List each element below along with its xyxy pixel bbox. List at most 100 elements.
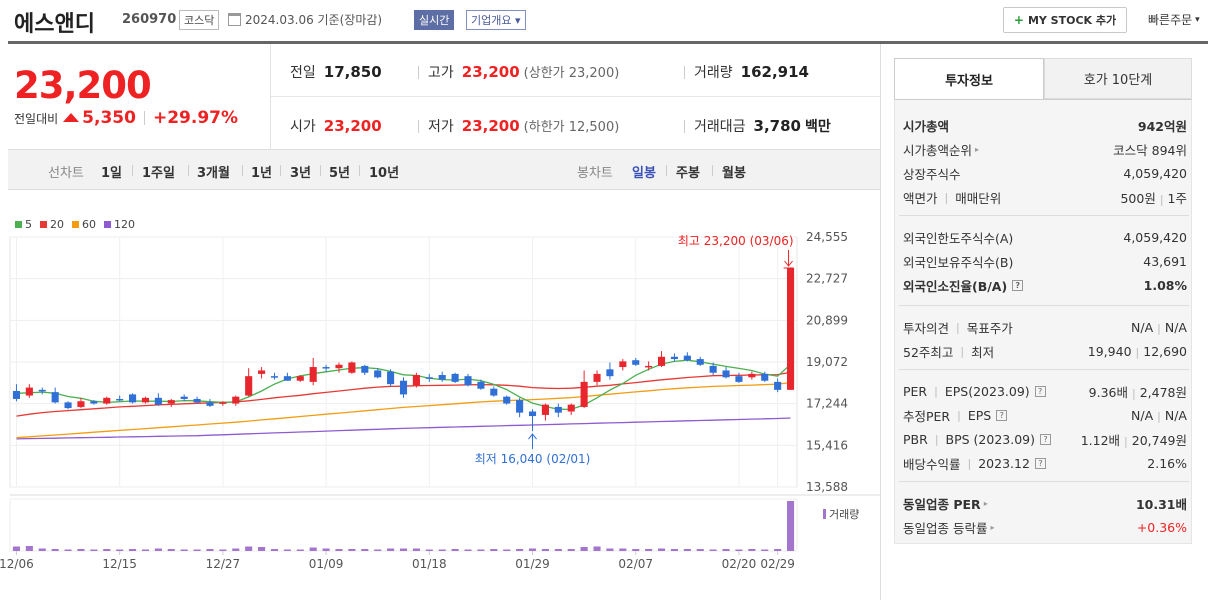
help-icon[interactable]: ?: [1040, 433, 1051, 445]
max-price-label: 최고 23,200 (03/06): [678, 234, 794, 248]
volume-bar: [51, 549, 59, 551]
candle-body: [232, 396, 240, 404]
volume-bar: [735, 549, 743, 551]
info-label: 외국인보유주식수(B): [903, 252, 1013, 271]
candle-body: [335, 364, 343, 369]
candlestick-chart[interactable]: 24,555 22,727 20,899 19,072 17,244 15,416 13,5…: [0, 225, 880, 600]
section-divider: [899, 481, 1189, 482]
info-value: N/A | N/A: [1131, 408, 1187, 423]
candle-body: [129, 394, 137, 403]
candle-body: [12, 390, 20, 399]
tab-1d[interactable]: 1일: [101, 166, 123, 181]
info-value-text: N/A: [1164, 407, 1187, 423]
x-tick-label: 12/06: [0, 557, 34, 571]
realtime-button[interactable]: 실시간: [414, 10, 455, 30]
investment-info-body: 시가총액 942억원 시가총액순위 ▸ 코스닥 894위 상장주식수 4,059,420 액면…: [894, 99, 1192, 544]
candle-body: [606, 369, 614, 377]
tab-investment-info[interactable]: 투자정보: [894, 58, 1044, 99]
tab-monthly[interactable]: 월봉: [722, 166, 746, 181]
tab-daily[interactable]: 일봉: [632, 166, 656, 181]
tab-5y[interactable]: 5년: [329, 166, 351, 181]
tab-1y[interactable]: 1년: [251, 166, 273, 181]
candle-body: [258, 370, 266, 374]
candle-body: [722, 370, 730, 378]
tab-separator: [242, 165, 243, 176]
info-row[interactable]: 시가총액순위 ▸ 코스닥 894위: [903, 139, 1187, 159]
help-icon[interactable]: ?: [1034, 385, 1046, 397]
info-label-text: 52주최고: [903, 344, 954, 360]
volume-bar: [580, 547, 588, 551]
info-value: 43,691: [1143, 254, 1187, 269]
info-label: 추정PER | EPS?: [903, 406, 1008, 425]
tab-10y[interactable]: 10년: [369, 166, 400, 181]
tab-3m[interactable]: 3개월: [197, 166, 230, 181]
pipe-separator: |: [1135, 345, 1140, 359]
info-row[interactable]: 동일업종 등락률 ▸ +0.36%: [903, 517, 1187, 537]
candle-body: [709, 365, 717, 373]
quick-order-button[interactable]: 빠른주문 ▾: [1148, 11, 1200, 28]
candle-body: [464, 376, 472, 386]
volume-bar: [567, 549, 575, 551]
candle-body: [657, 356, 666, 366]
my-stock-add-button[interactable]: + MY STOCK 추가: [1003, 7, 1127, 33]
open-label: 시가: [290, 119, 316, 135]
header-divider: [8, 41, 1208, 44]
quote-open: 시가 23,200: [290, 116, 382, 136]
volume-bar: [425, 549, 433, 551]
volume-frame: [9, 498, 798, 552]
upper-limit: (상한가 23,200): [523, 66, 620, 81]
pipe-separator: |: [1157, 321, 1161, 335]
help-icon[interactable]: ?: [996, 409, 1008, 421]
volume-bar: [335, 549, 343, 551]
chevron-right-icon: ▸: [990, 522, 995, 532]
tab-3y[interactable]: 3년: [290, 166, 312, 181]
x-tick-label: 01/18: [412, 557, 447, 571]
company-overview-button[interactable]: 기업개요 ▾: [466, 10, 526, 30]
candle-body: [735, 376, 743, 382]
tab-weekly[interactable]: 주봉: [676, 166, 700, 181]
x-tick-label: 12/15: [102, 557, 137, 571]
volume-bar: [696, 549, 704, 551]
up-arrow-icon: [63, 112, 80, 122]
quick-order-label: 빠른주문: [1148, 13, 1193, 27]
legend-swatch: [72, 221, 79, 228]
tab-1w[interactable]: 1주일: [142, 166, 175, 181]
info-label-text: 시가총액: [903, 118, 950, 134]
info-value: 1.12배 | 20,749원: [1081, 430, 1187, 449]
tab-separator: [188, 165, 189, 176]
y-tick-label: 13,588: [806, 480, 848, 494]
candle-body: [425, 377, 433, 379]
pipe-separator: |: [1131, 386, 1136, 400]
info-row[interactable]: 동일업종 PER ▸ 10.31배: [903, 493, 1187, 513]
volume-bar: [12, 546, 20, 551]
prev-value: 17,850: [323, 63, 382, 81]
chart-tab-bar: 선차트 1일 1주일 3개월 1년 3년 5년 10년 봉차트 일봉 주봉 월봉: [8, 150, 880, 190]
candle-body: [193, 398, 201, 403]
volume-bar: [503, 549, 511, 551]
candle-body: [51, 392, 59, 403]
info-label: 동일업종 PER ▸: [903, 494, 988, 513]
price-panel: 23,200 전일대비 5,350 +29.97% 전일 17,850 고가 2…: [8, 44, 880, 150]
info-value-text: 19,940: [1087, 343, 1132, 359]
stock-code: 260970: [122, 12, 177, 27]
candle-chart-label: 봉차트: [577, 166, 613, 181]
volume-bar: [206, 549, 214, 551]
volume-label: 거래량: [694, 65, 733, 81]
tab-orderbook[interactable]: 호가 10단계: [1044, 58, 1192, 99]
help-icon[interactable]: ?: [1012, 279, 1024, 291]
line-chart-label: 선차트: [48, 166, 84, 181]
candle-body: [490, 388, 498, 396]
help-icon[interactable]: ?: [1034, 457, 1046, 469]
info-value-text: N/A: [1131, 407, 1154, 423]
candle-body: [38, 389, 46, 392]
candle-body: [593, 373, 601, 382]
volume-bar: [154, 548, 162, 551]
volume-label: 거래량: [829, 508, 859, 521]
change-value: 5,350: [82, 108, 136, 128]
candle-body: [670, 356, 678, 360]
volume-bar: [761, 549, 769, 551]
tab-separator: [666, 165, 667, 176]
volume-bar: [193, 549, 201, 551]
candle-body: [632, 360, 640, 365]
volume-bar: [657, 548, 666, 551]
